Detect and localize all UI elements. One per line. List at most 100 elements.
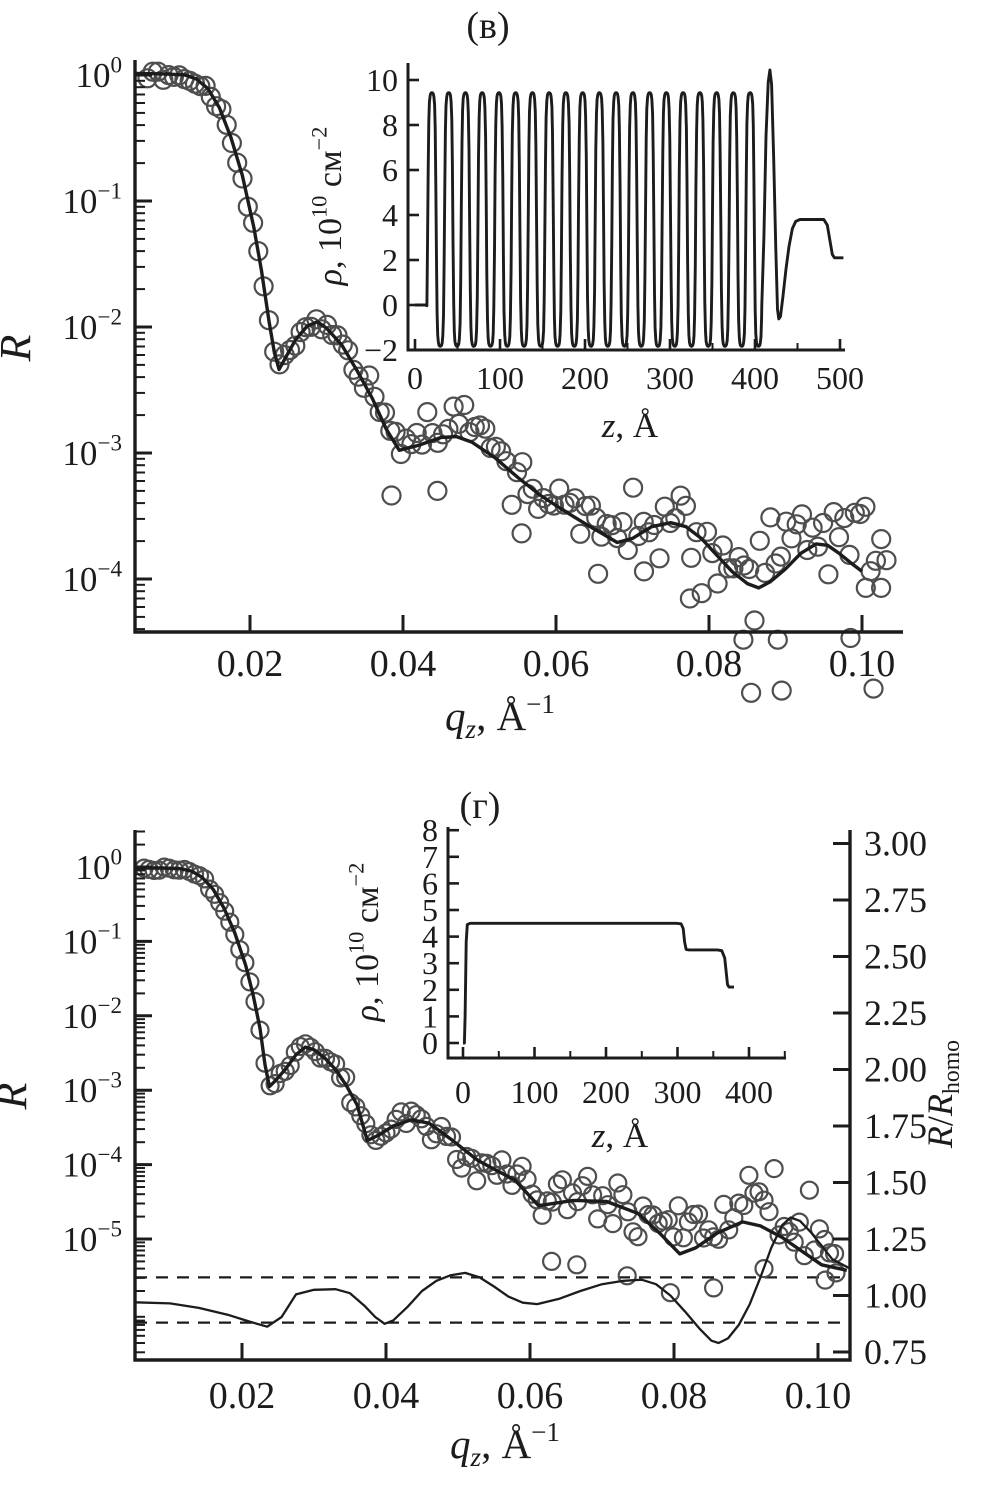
data-point <box>570 523 591 544</box>
data-point <box>681 547 702 568</box>
data-point <box>195 869 215 889</box>
y-tick-label: 10−1 <box>62 918 122 962</box>
y-tick-label: 10−4 <box>62 555 122 599</box>
data-point <box>749 530 770 551</box>
data-point <box>215 901 235 921</box>
data-point <box>744 610 765 631</box>
data-point <box>828 527 850 548</box>
data-point <box>575 496 596 517</box>
data-point <box>686 522 707 543</box>
data-point <box>467 1171 487 1191</box>
inset-y-tick-label: 8 <box>382 107 398 143</box>
data-point-outlier <box>863 678 884 699</box>
right-tick-label: 2.25 <box>864 993 927 1033</box>
inset-y-tick-label: 5 <box>422 892 438 928</box>
data-point <box>475 418 496 439</box>
fit-curve <box>134 866 848 1272</box>
inset-y-tick-label: 10 <box>366 62 398 98</box>
data-point <box>781 528 802 549</box>
data-point <box>552 1170 573 1190</box>
data-point <box>670 485 691 506</box>
panel-v: 10010−110−210−310−40.020.040.060.080.10R… <box>0 5 903 744</box>
data-point <box>232 168 253 189</box>
x-tick-label: 0.02 <box>217 643 284 685</box>
inset-x-tick-label: 300 <box>654 1074 702 1110</box>
data-point <box>306 309 327 330</box>
data-point <box>221 132 242 154</box>
data-point <box>452 1158 472 1178</box>
data-point-outlier <box>617 1266 637 1286</box>
data-point <box>876 550 897 571</box>
data-point <box>733 555 755 576</box>
inset-y-tick-label: −2 <box>364 332 398 368</box>
data-point <box>454 394 475 416</box>
data-point <box>696 521 718 542</box>
data-point <box>779 1222 799 1242</box>
data-point <box>230 940 250 960</box>
y-tick-label: 10−2 <box>62 992 122 1036</box>
inset-y-tick-label: 3 <box>422 945 438 981</box>
right-tick-label: 1.25 <box>864 1219 927 1259</box>
data-point <box>673 1228 694 1248</box>
data-point <box>290 322 311 343</box>
inset-x-axis-label: z, Å <box>591 1116 649 1155</box>
data-point <box>482 1156 502 1176</box>
y-tick-label: 10−4 <box>62 1141 122 1185</box>
data-point-outlier <box>870 577 892 599</box>
y-axis-label: R <box>0 334 40 362</box>
data-point <box>717 558 739 579</box>
data-point <box>200 879 220 899</box>
inset-y-axis-label: ρ, 1010 см−2 <box>307 127 349 287</box>
inset-y-tick-label: 6 <box>382 152 398 188</box>
data-point-outlier <box>660 1283 681 1303</box>
data-point <box>786 514 807 535</box>
inset-x-axis-label: z, Å <box>601 406 659 445</box>
axes <box>133 60 903 634</box>
data-point <box>613 1185 633 1205</box>
data-point <box>391 1102 411 1122</box>
right-tick-label: 2.50 <box>864 937 927 977</box>
inset-y-tick-label: 7 <box>422 839 438 875</box>
data-point <box>739 1165 759 1185</box>
x-axis-label: qz, Å−1 <box>445 689 555 744</box>
inset-spines <box>446 827 786 1060</box>
fit-curve <box>135 71 864 590</box>
y-tick-label: 10−1 <box>62 177 122 221</box>
data-point <box>501 494 522 515</box>
data-point <box>332 334 353 355</box>
data-point <box>603 1213 623 1234</box>
inset-axes <box>406 63 845 352</box>
data-point <box>512 452 533 473</box>
data-point <box>601 515 623 536</box>
data-point <box>622 477 644 498</box>
y-tick-label: 100 <box>75 843 122 887</box>
inset-y-tick-label: 2 <box>382 242 398 278</box>
data-point <box>702 542 723 564</box>
data-point <box>623 1222 643 1242</box>
data-point <box>770 546 792 567</box>
data-point <box>794 1246 814 1266</box>
data-point <box>799 1180 820 1200</box>
panel-title: (в) <box>466 5 509 47</box>
x-tick-label: 0.10 <box>785 1375 852 1417</box>
inset-y-tick-label: 8 <box>422 812 438 848</box>
data-point <box>665 508 686 529</box>
data-point-outlier <box>679 588 701 609</box>
data-point <box>348 366 369 387</box>
y-axis-label: R <box>0 1082 36 1110</box>
y-tick-label: 10−2 <box>62 303 122 347</box>
data-point <box>417 402 438 423</box>
data-point <box>707 573 728 594</box>
data-point <box>691 583 712 604</box>
inset-x-tick-label: 400 <box>725 1074 773 1110</box>
inset-axes <box>446 827 786 1060</box>
x-tick-label: 0.06 <box>497 1375 564 1417</box>
data-point <box>577 1166 598 1187</box>
right-tick-label: 3.00 <box>864 824 927 864</box>
inset-y-tick-label: 0 <box>382 287 398 323</box>
data-point-outlier <box>826 1263 846 1283</box>
data-point <box>338 340 359 361</box>
data-point <box>216 114 237 135</box>
